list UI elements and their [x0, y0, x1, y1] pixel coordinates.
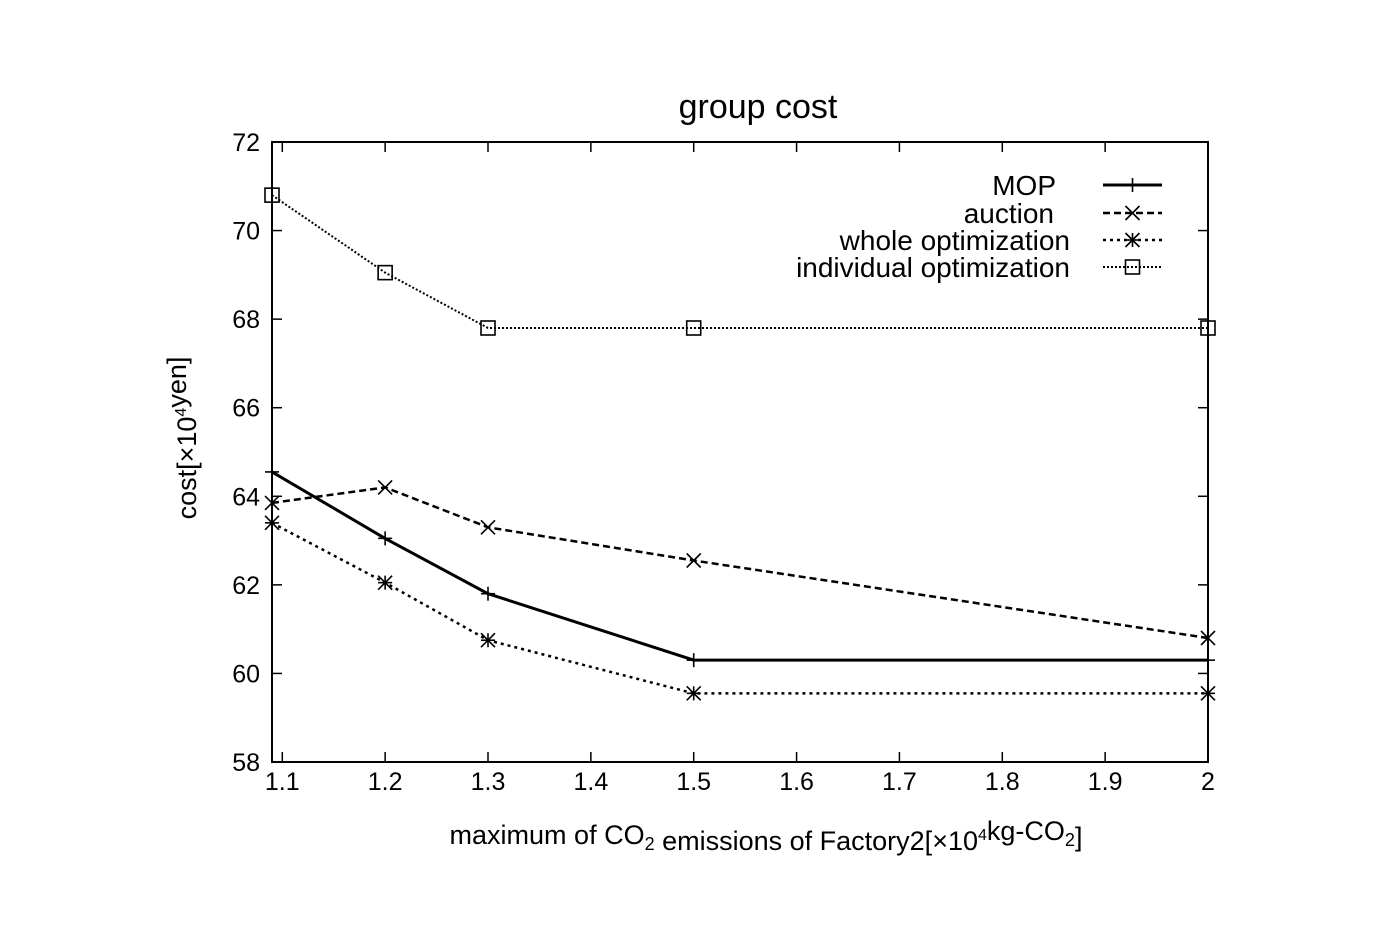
x-tick-label: 1.8 — [985, 768, 1020, 796]
legend-item-mop: MOP — [992, 170, 1162, 201]
point-whole-optimization — [377, 575, 393, 591]
x-tick-label: 1.2 — [368, 768, 403, 796]
x-tick-label: 1.1 — [265, 768, 300, 796]
legend-item-auction: auction — [964, 198, 1162, 229]
point-mop — [481, 586, 495, 601]
label-part: yen] — [162, 357, 192, 408]
series-individual-optimization — [264, 187, 1216, 336]
label-part: emissions of Factory2[×10 — [655, 826, 978, 856]
point-mop — [686, 653, 701, 668]
legend-label: individual optimization — [796, 252, 1070, 283]
y-tick-label: 62 — [232, 572, 260, 600]
point-individual-optimization — [685, 320, 702, 336]
x-tick-label: 1.7 — [882, 768, 917, 796]
point-individual-optimization — [264, 187, 280, 203]
legend-label: whole optimization — [839, 225, 1070, 256]
point-auction — [480, 519, 496, 535]
x-tick-label: 2 — [1201, 768, 1215, 796]
legend-item-whole-optimization: whole optimization — [839, 225, 1162, 256]
label-part: 4 — [978, 827, 987, 844]
legend-marker — [1124, 232, 1141, 248]
label-part: 2 — [645, 834, 655, 854]
y-tick-label: 66 — [232, 395, 260, 423]
x-tick-label: 1.9 — [1088, 768, 1123, 796]
label-part: cost[×10 — [172, 417, 202, 520]
point-whole-optimization — [686, 685, 702, 701]
point-whole-optimization — [480, 632, 496, 648]
label-part: 2 — [1065, 830, 1075, 850]
plot-frame — [271, 141, 1209, 763]
label-part: kg-CO — [987, 816, 1065, 846]
label-part: 4 — [173, 408, 190, 417]
series-auction — [264, 479, 1216, 646]
label-part: maximum of CO — [450, 820, 645, 850]
legend-marker — [1125, 178, 1140, 192]
point-auction — [377, 479, 393, 495]
legend-marker — [1124, 205, 1141, 221]
x-tick-label: 1.4 — [573, 768, 608, 796]
label-part: ] — [1075, 822, 1083, 852]
y-tick-label: 72 — [232, 129, 260, 157]
point-individual-optimization — [480, 320, 496, 336]
axis-ticks: 1.1 1.2 1.3 1.4 1.5 1.6 1.7 1.8 1.9 2 58 60 62 64 66 68… — [232, 129, 1215, 796]
point-mop — [265, 464, 279, 479]
y-tick-label: 70 — [232, 218, 260, 246]
point-individual-optimization — [1200, 320, 1216, 336]
series-line-mop — [271, 470, 1208, 662]
legend-label: auction — [964, 198, 1054, 229]
series-layer — [264, 187, 1216, 701]
y-tick-label: 64 — [232, 483, 260, 511]
y-tick-label: 60 — [232, 660, 260, 688]
point-whole-optimization — [1200, 685, 1216, 701]
point-auction — [1200, 630, 1216, 646]
point-auction — [264, 495, 280, 511]
x-tick-label: 1.3 — [471, 768, 506, 796]
point-whole-optimization — [264, 515, 280, 531]
legend-label: MOP — [992, 170, 1056, 201]
chart-title: group cost — [679, 88, 838, 126]
y-tick-label: 68 — [232, 306, 260, 334]
series-whole-optimization — [264, 515, 1216, 701]
point-mop — [378, 531, 393, 546]
x-axis-label: maximum of CO2 emissions of Factory2[×10… — [450, 816, 1083, 856]
series-mop — [265, 464, 1215, 668]
point-mop — [1201, 653, 1215, 668]
point-individual-optimization — [377, 264, 393, 281]
series-line-whole-optimization — [271, 521, 1208, 695]
point-auction — [686, 552, 702, 569]
series-line-auction — [271, 486, 1209, 640]
series-line-individual-optimization — [271, 194, 1208, 329]
x-tick-label: 1.6 — [779, 768, 814, 796]
y-tick-label: 58 — [232, 749, 260, 777]
legend-marker — [1124, 259, 1141, 275]
y-axis-label: cost[×104yen] — [162, 357, 202, 520]
legend-item-individual-optimization: individual optimization — [796, 252, 1162, 283]
x-tick-label: 1.5 — [676, 768, 711, 796]
